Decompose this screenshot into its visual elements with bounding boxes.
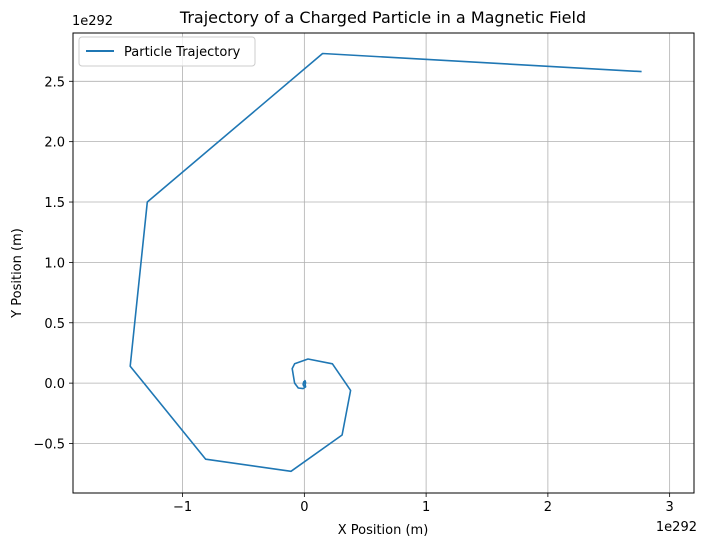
grid-lines: [73, 33, 694, 493]
y-tick-label: 0.0: [44, 377, 65, 392]
y-tick-label: 2.0: [44, 136, 65, 151]
chart-title: Trajectory of a Charged Particle in a Ma…: [179, 8, 586, 27]
y-axis-label: Y Position (m): [10, 228, 25, 319]
y-tick-label: 2.5: [44, 75, 65, 90]
tick-layer: −1 0 1 2 3 −0.5 0.0 0.5 1.0 1.5 2.0 2.5: [33, 75, 673, 515]
y-tick-label: 1.0: [44, 256, 65, 271]
x-tick-label: 0: [300, 500, 308, 515]
y-tick-label: 0.5: [44, 317, 65, 332]
x-offset-label: 1e292: [656, 520, 697, 535]
x-tick-label: 2: [544, 500, 552, 515]
x-tick-label: −1: [173, 500, 192, 515]
plot-frame: [72, 32, 695, 494]
x-axis-label: X Position (m): [338, 523, 429, 538]
series-layer: [129, 52, 642, 473]
y-tick-label: −0.5: [33, 437, 65, 452]
legend-box: [78, 36, 256, 67]
y-offset-label: 1e292: [72, 14, 113, 29]
series-line-particle-trajectory: [129, 52, 642, 473]
legend: Particle Trajectory: [78, 36, 256, 67]
x-tick-label: 3: [666, 500, 674, 515]
y-tick-label: 1.5: [44, 196, 65, 211]
x-tick-label: 1: [422, 500, 430, 515]
legend-entry-particle-trajectory: Particle Trajectory: [124, 45, 241, 60]
